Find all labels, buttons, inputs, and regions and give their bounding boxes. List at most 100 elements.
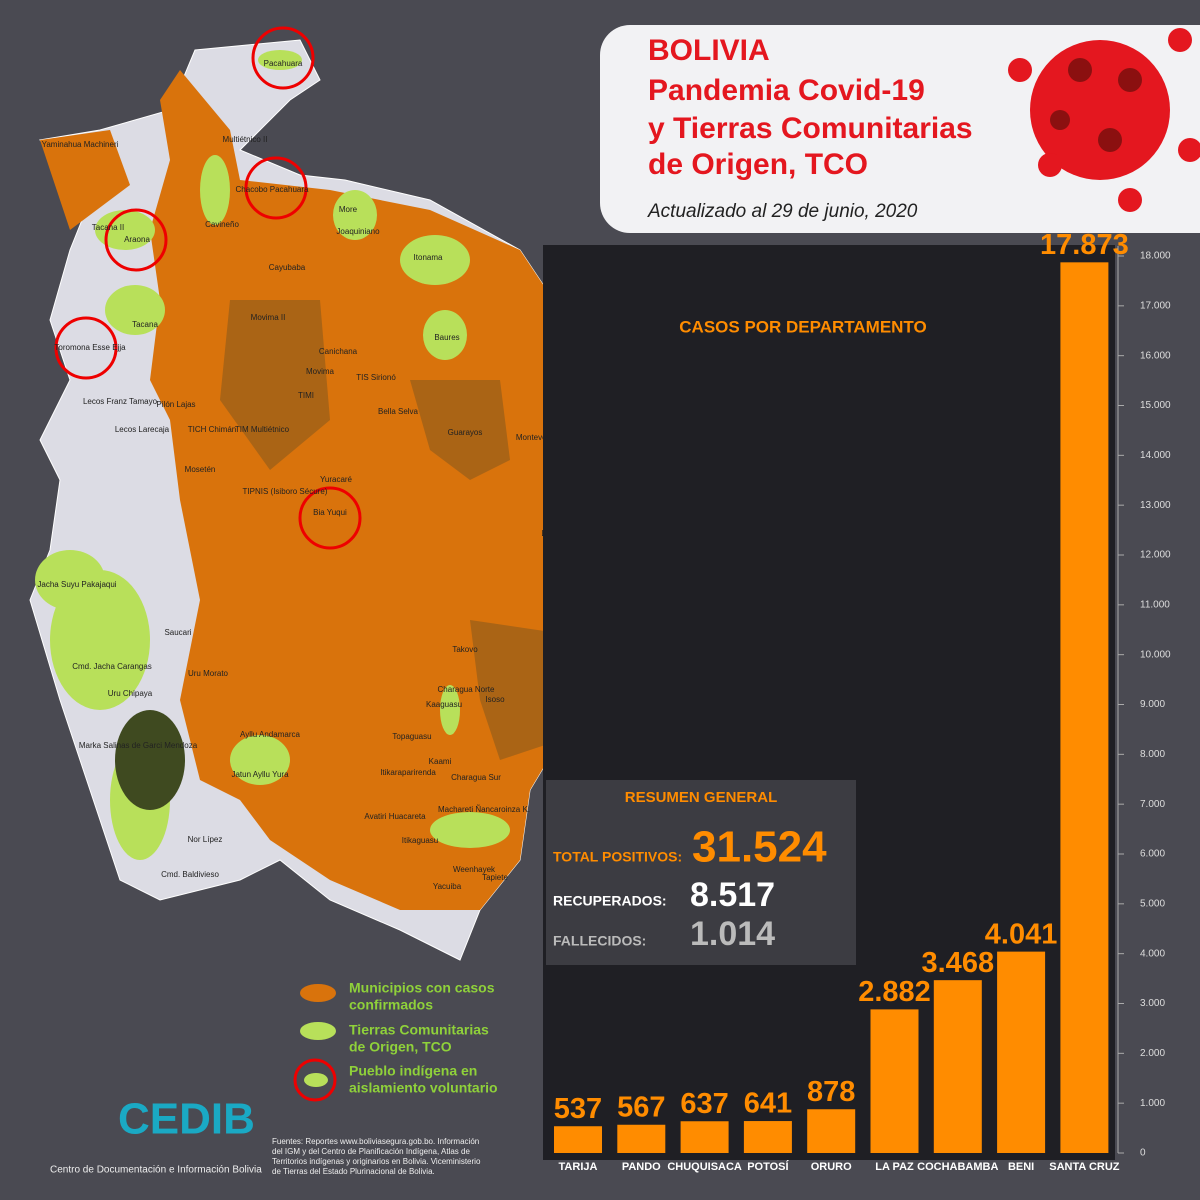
- bar: [617, 1124, 666, 1153]
- y-tick-label: 0: [1140, 1148, 1146, 1159]
- summary-title: RESUMEN GENERAL: [625, 789, 778, 806]
- chart-title: CASOS POR DEPARTAMENTO: [679, 317, 926, 336]
- map-label: Movima: [306, 367, 335, 376]
- bar: [680, 1121, 729, 1153]
- spot: [1068, 58, 1092, 82]
- bar: [933, 980, 982, 1153]
- footer: CEDIB Centro de Documentación e Informac…: [50, 1095, 481, 1176]
- tco: [200, 155, 230, 225]
- tco: [430, 812, 510, 848]
- y-tick-label: 15.000: [1140, 400, 1171, 411]
- title-line: y Tierras Comunitarias: [648, 112, 973, 145]
- legend-swatch: [300, 984, 336, 1002]
- map-label: TIMI: [298, 391, 314, 400]
- map-label: Jacha Suyu Pakajaqui: [37, 580, 116, 589]
- sources: Territorios indígenas y originarios en B…: [272, 1157, 481, 1166]
- y-tick-label: 13.000: [1140, 500, 1171, 511]
- recovered-value: 8.517: [690, 876, 775, 914]
- map-label: TIPNIS (Isiboro Sécure): [243, 487, 328, 496]
- bar: [1060, 262, 1109, 1153]
- spike: [1178, 138, 1200, 162]
- map-label: Jatun Ayllu Yura: [231, 770, 289, 779]
- y-tick-label: 8.000: [1140, 749, 1165, 760]
- y-tick-label: 16.000: [1140, 350, 1171, 361]
- legend: Municipios con casos confirmados Tierras…: [293, 980, 498, 1102]
- sources: del IGM y del Centro de Planificación In…: [272, 1147, 470, 1156]
- legend-swatch: [300, 1022, 336, 1040]
- bar: [997, 951, 1046, 1153]
- x-tick-label: SANTA CRUZ: [1049, 1161, 1120, 1173]
- map-label: Monteverde: [516, 433, 559, 442]
- map-label: Cmd. Jacha Carangas: [72, 662, 152, 671]
- circle: [298, 486, 362, 550]
- circle: [251, 26, 315, 90]
- map-label: Movima II: [251, 313, 286, 322]
- value-label: 641: [744, 1088, 792, 1120]
- map-label: Cavineño: [205, 220, 239, 229]
- map-label: Itikaguasu: [402, 836, 438, 845]
- map-label: Pilón Lajas: [156, 400, 195, 409]
- y-tick-label: 10.000: [1140, 649, 1171, 660]
- map-label: Baures: [434, 333, 459, 342]
- value-label: 17.873: [1040, 229, 1129, 261]
- bar: [554, 1126, 602, 1153]
- x-tick-label: PANDO: [622, 1161, 661, 1173]
- map-label: Joaquiniano: [336, 227, 380, 236]
- map-label: Lecos Larecaja: [115, 425, 170, 434]
- deaths-value: 1.014: [690, 915, 775, 953]
- x-tick-label: COCHABAMBA: [917, 1161, 998, 1173]
- map-label: Araona: [124, 235, 150, 244]
- tco: [423, 310, 467, 360]
- chart: 0 1.000 2.000 3.000 4.000 5.000 6.000 7.000 8.00…: [554, 229, 1171, 1173]
- spot: [1050, 110, 1070, 130]
- y-tick-label: 18.000: [1140, 251, 1171, 262]
- map-label: Cayubaba: [269, 263, 306, 272]
- title-line: Pandemia Covid-19: [648, 74, 925, 107]
- tco: [440, 685, 460, 735]
- total-label: TOTAL POSITIVOS:: [553, 849, 682, 865]
- map-label: TIM Multiétnico: [235, 425, 290, 434]
- logo-subtitle: Centro de Documentación e Información Bo…: [50, 1165, 262, 1176]
- recovered-label: RECUPERADOS:: [553, 893, 667, 909]
- title-line: BOLIVIA: [648, 34, 770, 67]
- x-tick-label: ORURO: [811, 1161, 852, 1173]
- y-tick-label: 4.000: [1140, 948, 1165, 959]
- map-label: Pacahuara: [264, 59, 303, 68]
- tco: [400, 235, 470, 285]
- spot: [1118, 68, 1142, 92]
- summary-box: [546, 780, 856, 965]
- total-value: 31.524: [692, 823, 827, 872]
- map-label: Lecos Franz Tamayo: [83, 397, 158, 406]
- legend-text: confirmados: [349, 997, 433, 1013]
- logo-name: CEDIB: [118, 1095, 255, 1144]
- map-label: Cmd. Baldivieso: [161, 870, 219, 879]
- legend-swatch: [293, 1058, 337, 1102]
- map-label: TIS Sirionó: [356, 373, 396, 382]
- map-label: Uru Chipaya: [108, 689, 153, 698]
- value-label: 2.882: [858, 976, 931, 1008]
- y-tick-label: 7.000: [1140, 799, 1165, 810]
- tco: [230, 735, 290, 785]
- virus-spots: [1050, 58, 1142, 152]
- circle: [54, 316, 118, 380]
- map-label: Canichana: [319, 347, 358, 356]
- value-label: 567: [617, 1091, 665, 1123]
- map-label: Takovo: [452, 645, 478, 654]
- header: BOLIVIA Pandemia Covid-19 y Tierras Comu…: [600, 25, 1200, 233]
- map-label: Ayllu Andamarca: [240, 730, 300, 739]
- map-label: Nor Lípez: [188, 835, 223, 844]
- map-label: Tapiete: [482, 873, 508, 882]
- spike: [1168, 28, 1192, 52]
- map-label: Isoso: [485, 695, 505, 704]
- spike: [1008, 58, 1032, 82]
- map-label: More: [339, 205, 358, 214]
- map-label: Kaami: [429, 757, 452, 766]
- sources: de Tierras del Estado Plurinacional de B…: [272, 1167, 435, 1176]
- map-label: Yaminahua Machineri: [42, 140, 119, 149]
- legend-text: Municipios con casos: [349, 980, 495, 996]
- tco: [95, 210, 155, 250]
- map-label: Tacana II: [92, 223, 124, 232]
- value-label: 4.041: [985, 918, 1058, 950]
- value-label: 537: [554, 1093, 602, 1125]
- map-label: Guarayos: [448, 428, 483, 437]
